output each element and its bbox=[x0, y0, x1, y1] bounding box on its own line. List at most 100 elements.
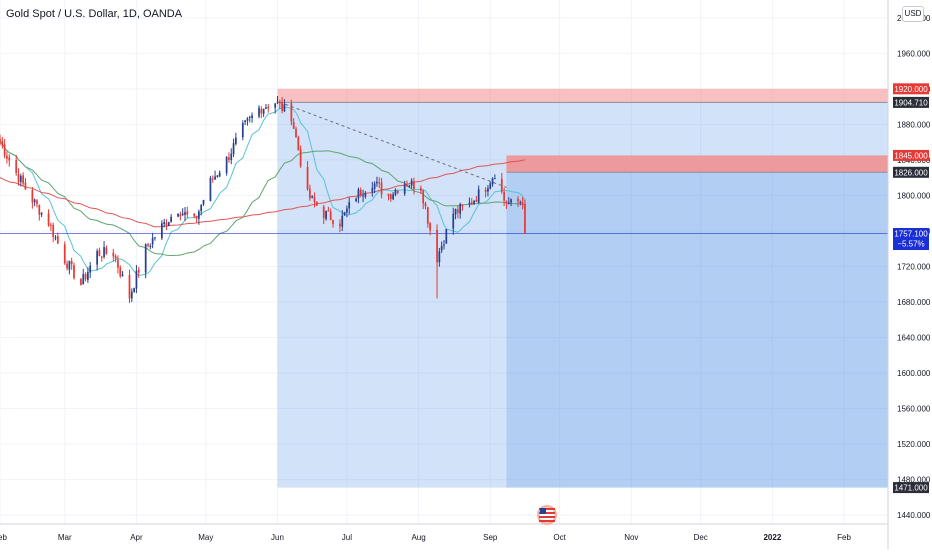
us-flag-icon bbox=[537, 505, 557, 525]
candle-84 bbox=[267, 104, 270, 113]
candle-54 bbox=[170, 214, 172, 223]
candle-52 bbox=[165, 219, 168, 231]
candle-72 bbox=[230, 148, 233, 165]
candle-60 bbox=[193, 213, 196, 219]
candle-98 bbox=[313, 192, 316, 208]
chart-title: Gold Spot / U.S. Dollar, 1D, OANDA bbox=[6, 8, 183, 20]
candle-83 bbox=[265, 104, 267, 110]
candle-131 bbox=[422, 189, 425, 210]
candle-74 bbox=[235, 132, 237, 146]
candle-25 bbox=[80, 278, 82, 286]
candle-158 bbox=[507, 197, 510, 205]
candle-47 bbox=[149, 243, 152, 250]
candle-163 bbox=[524, 199, 526, 235]
svg-text:1904.710: 1904.710 bbox=[894, 98, 928, 107]
candle-100 bbox=[322, 204, 325, 225]
candle-161 bbox=[519, 200, 522, 206]
candle-63 bbox=[200, 204, 203, 216]
candle-40 bbox=[128, 269, 131, 304]
candle-155 bbox=[500, 173, 503, 194]
candle-135 bbox=[436, 224, 438, 299]
x-tick-8: Oct bbox=[553, 533, 566, 542]
candle-65 bbox=[209, 175, 212, 202]
candle-152 bbox=[489, 181, 492, 190]
x-tick-10: Dec bbox=[694, 533, 708, 542]
short-position-2-target-zone bbox=[506, 172, 888, 488]
short-position-1-stop-zone bbox=[277, 88, 888, 103]
candle-144 bbox=[461, 204, 464, 211]
candle-87 bbox=[278, 99, 281, 109]
candle-147 bbox=[473, 199, 475, 205]
candle-21 bbox=[66, 260, 68, 271]
candle-90 bbox=[290, 99, 293, 126]
candle-68 bbox=[216, 174, 219, 178]
currency-button[interactable]: USD bbox=[902, 6, 924, 22]
candle-102 bbox=[327, 206, 330, 212]
candle-141 bbox=[454, 208, 457, 220]
candle-116 bbox=[373, 181, 376, 194]
candle-108 bbox=[346, 205, 348, 218]
candle-77 bbox=[246, 117, 249, 126]
candle-64 bbox=[202, 199, 205, 206]
candle-58 bbox=[184, 206, 186, 222]
candle-41 bbox=[130, 288, 133, 303]
svg-text:−5.57%: −5.57% bbox=[897, 239, 924, 248]
x-tick-11: 2022 bbox=[763, 533, 781, 542]
candle-34 bbox=[105, 245, 108, 255]
candle-17 bbox=[52, 222, 55, 243]
candle-33 bbox=[103, 241, 105, 259]
candle-96 bbox=[309, 184, 311, 201]
candle-92 bbox=[295, 126, 297, 138]
candle-99 bbox=[315, 201, 318, 207]
x-tick-5: Jul bbox=[342, 533, 352, 542]
candle-2 bbox=[3, 139, 6, 159]
candle-125 bbox=[403, 180, 406, 196]
candle-69 bbox=[218, 170, 221, 178]
candle-80 bbox=[258, 105, 260, 119]
candle-43 bbox=[135, 265, 138, 294]
candle-107 bbox=[343, 211, 346, 216]
candle-148 bbox=[475, 195, 478, 202]
candle-23 bbox=[70, 257, 73, 270]
candle-113 bbox=[362, 189, 364, 203]
candle-76 bbox=[244, 119, 246, 126]
svg-text:1826.000: 1826.000 bbox=[894, 168, 928, 177]
y-tick-3: 1880.000 bbox=[897, 120, 931, 129]
candle-66 bbox=[211, 175, 214, 183]
candle-136 bbox=[438, 247, 441, 267]
trend-line bbox=[279, 101, 507, 188]
candle-120 bbox=[387, 193, 390, 201]
candle-126 bbox=[406, 180, 408, 188]
y-tick-1: 1960.000 bbox=[897, 49, 931, 58]
candle-140 bbox=[452, 207, 455, 235]
candle-30 bbox=[96, 248, 98, 271]
candle-13 bbox=[38, 204, 41, 221]
candle-16 bbox=[50, 222, 52, 231]
x-tick-4: Jun bbox=[271, 533, 284, 542]
candle-160 bbox=[517, 196, 519, 207]
candle-95 bbox=[306, 161, 309, 191]
price-tag-last: 1757.100−5.57% bbox=[893, 227, 929, 250]
candle-36 bbox=[114, 254, 117, 263]
candle-18 bbox=[54, 235, 57, 241]
candle-51 bbox=[163, 218, 166, 228]
x-tick-1: Mar bbox=[58, 533, 72, 542]
candle-5 bbox=[15, 155, 18, 176]
price-tag-target: 1471.000 bbox=[893, 482, 929, 494]
candle-149 bbox=[477, 185, 480, 204]
candle-89 bbox=[283, 99, 286, 113]
x-tick-3: May bbox=[198, 533, 213, 542]
x-tick-2: Apr bbox=[130, 533, 143, 542]
candle-86 bbox=[276, 95, 279, 105]
candle-145 bbox=[468, 197, 471, 208]
candle-44 bbox=[137, 266, 140, 278]
candle-10 bbox=[31, 186, 34, 209]
candle-42 bbox=[133, 287, 135, 293]
candle-143 bbox=[459, 202, 462, 219]
candle-67 bbox=[214, 170, 216, 180]
candle-15 bbox=[47, 209, 50, 227]
candle-162 bbox=[521, 196, 524, 210]
candle-85 bbox=[274, 102, 277, 114]
